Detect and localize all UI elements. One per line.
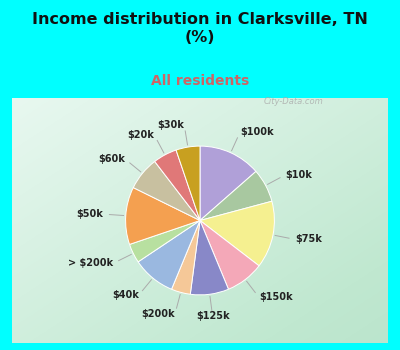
Wedge shape [190, 220, 228, 295]
Text: $30k: $30k [157, 120, 184, 130]
Wedge shape [200, 172, 272, 220]
Wedge shape [138, 220, 200, 289]
Text: $200k: $200k [141, 309, 175, 319]
Wedge shape [155, 150, 200, 220]
Wedge shape [133, 161, 200, 220]
Wedge shape [176, 146, 200, 220]
Wedge shape [126, 188, 200, 244]
Text: $100k: $100k [240, 127, 274, 138]
Text: $20k: $20k [128, 130, 154, 140]
Text: $150k: $150k [259, 292, 292, 302]
Text: $50k: $50k [77, 209, 104, 219]
Text: $60k: $60k [98, 154, 125, 164]
Text: $40k: $40k [112, 290, 139, 300]
Wedge shape [200, 201, 274, 266]
Text: $10k: $10k [285, 170, 312, 180]
Wedge shape [172, 220, 200, 294]
Text: $125k: $125k [196, 312, 230, 321]
Wedge shape [200, 146, 256, 220]
Wedge shape [200, 220, 259, 289]
Text: $75k: $75k [295, 234, 322, 244]
Text: Income distribution in Clarksville, TN
(%): Income distribution in Clarksville, TN (… [32, 12, 368, 45]
Text: > $200k: > $200k [68, 258, 113, 268]
Text: All residents: All residents [151, 74, 249, 88]
Wedge shape [130, 220, 200, 262]
Text: City-Data.com: City-Data.com [264, 97, 324, 106]
